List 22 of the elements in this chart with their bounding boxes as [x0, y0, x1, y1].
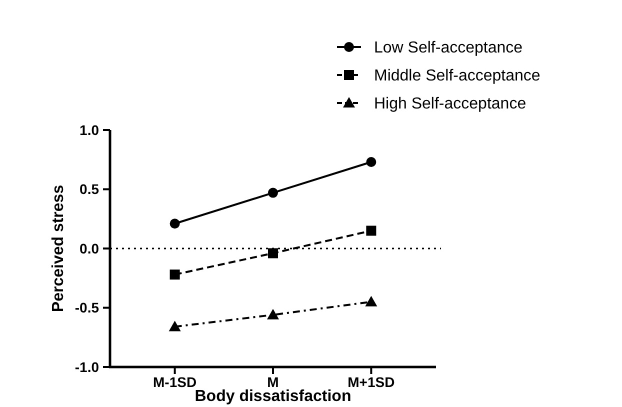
point — [366, 226, 376, 236]
point — [366, 156, 376, 167]
legend-label: Middle Self-acceptance — [374, 68, 540, 85]
y-tick-label: 0.0 — [80, 240, 100, 256]
point — [170, 218, 180, 229]
legend-label: Low Self-acceptance — [374, 40, 523, 57]
point — [168, 320, 181, 332]
y-tick-label: -1.0 — [74, 358, 100, 375]
point — [268, 248, 278, 258]
x-axis-title: Body dissatisfaction — [194, 388, 352, 405]
y-axis-title: Perceived stress — [50, 184, 67, 312]
y-tick-label: 0.5 — [80, 181, 100, 198]
y-tick-label: 1.0 — [80, 122, 100, 138]
point — [365, 296, 378, 306]
x-tick-label: M+1SD — [348, 374, 395, 390]
y-tick-label: -0.5 — [74, 300, 100, 316]
point — [268, 188, 278, 198]
point — [170, 270, 180, 280]
x-tick-label: M-1SD — [153, 374, 197, 390]
x-tick-label: M — [267, 374, 279, 390]
point — [267, 308, 279, 320]
legend-label: High Self-acceptance — [374, 96, 526, 113]
